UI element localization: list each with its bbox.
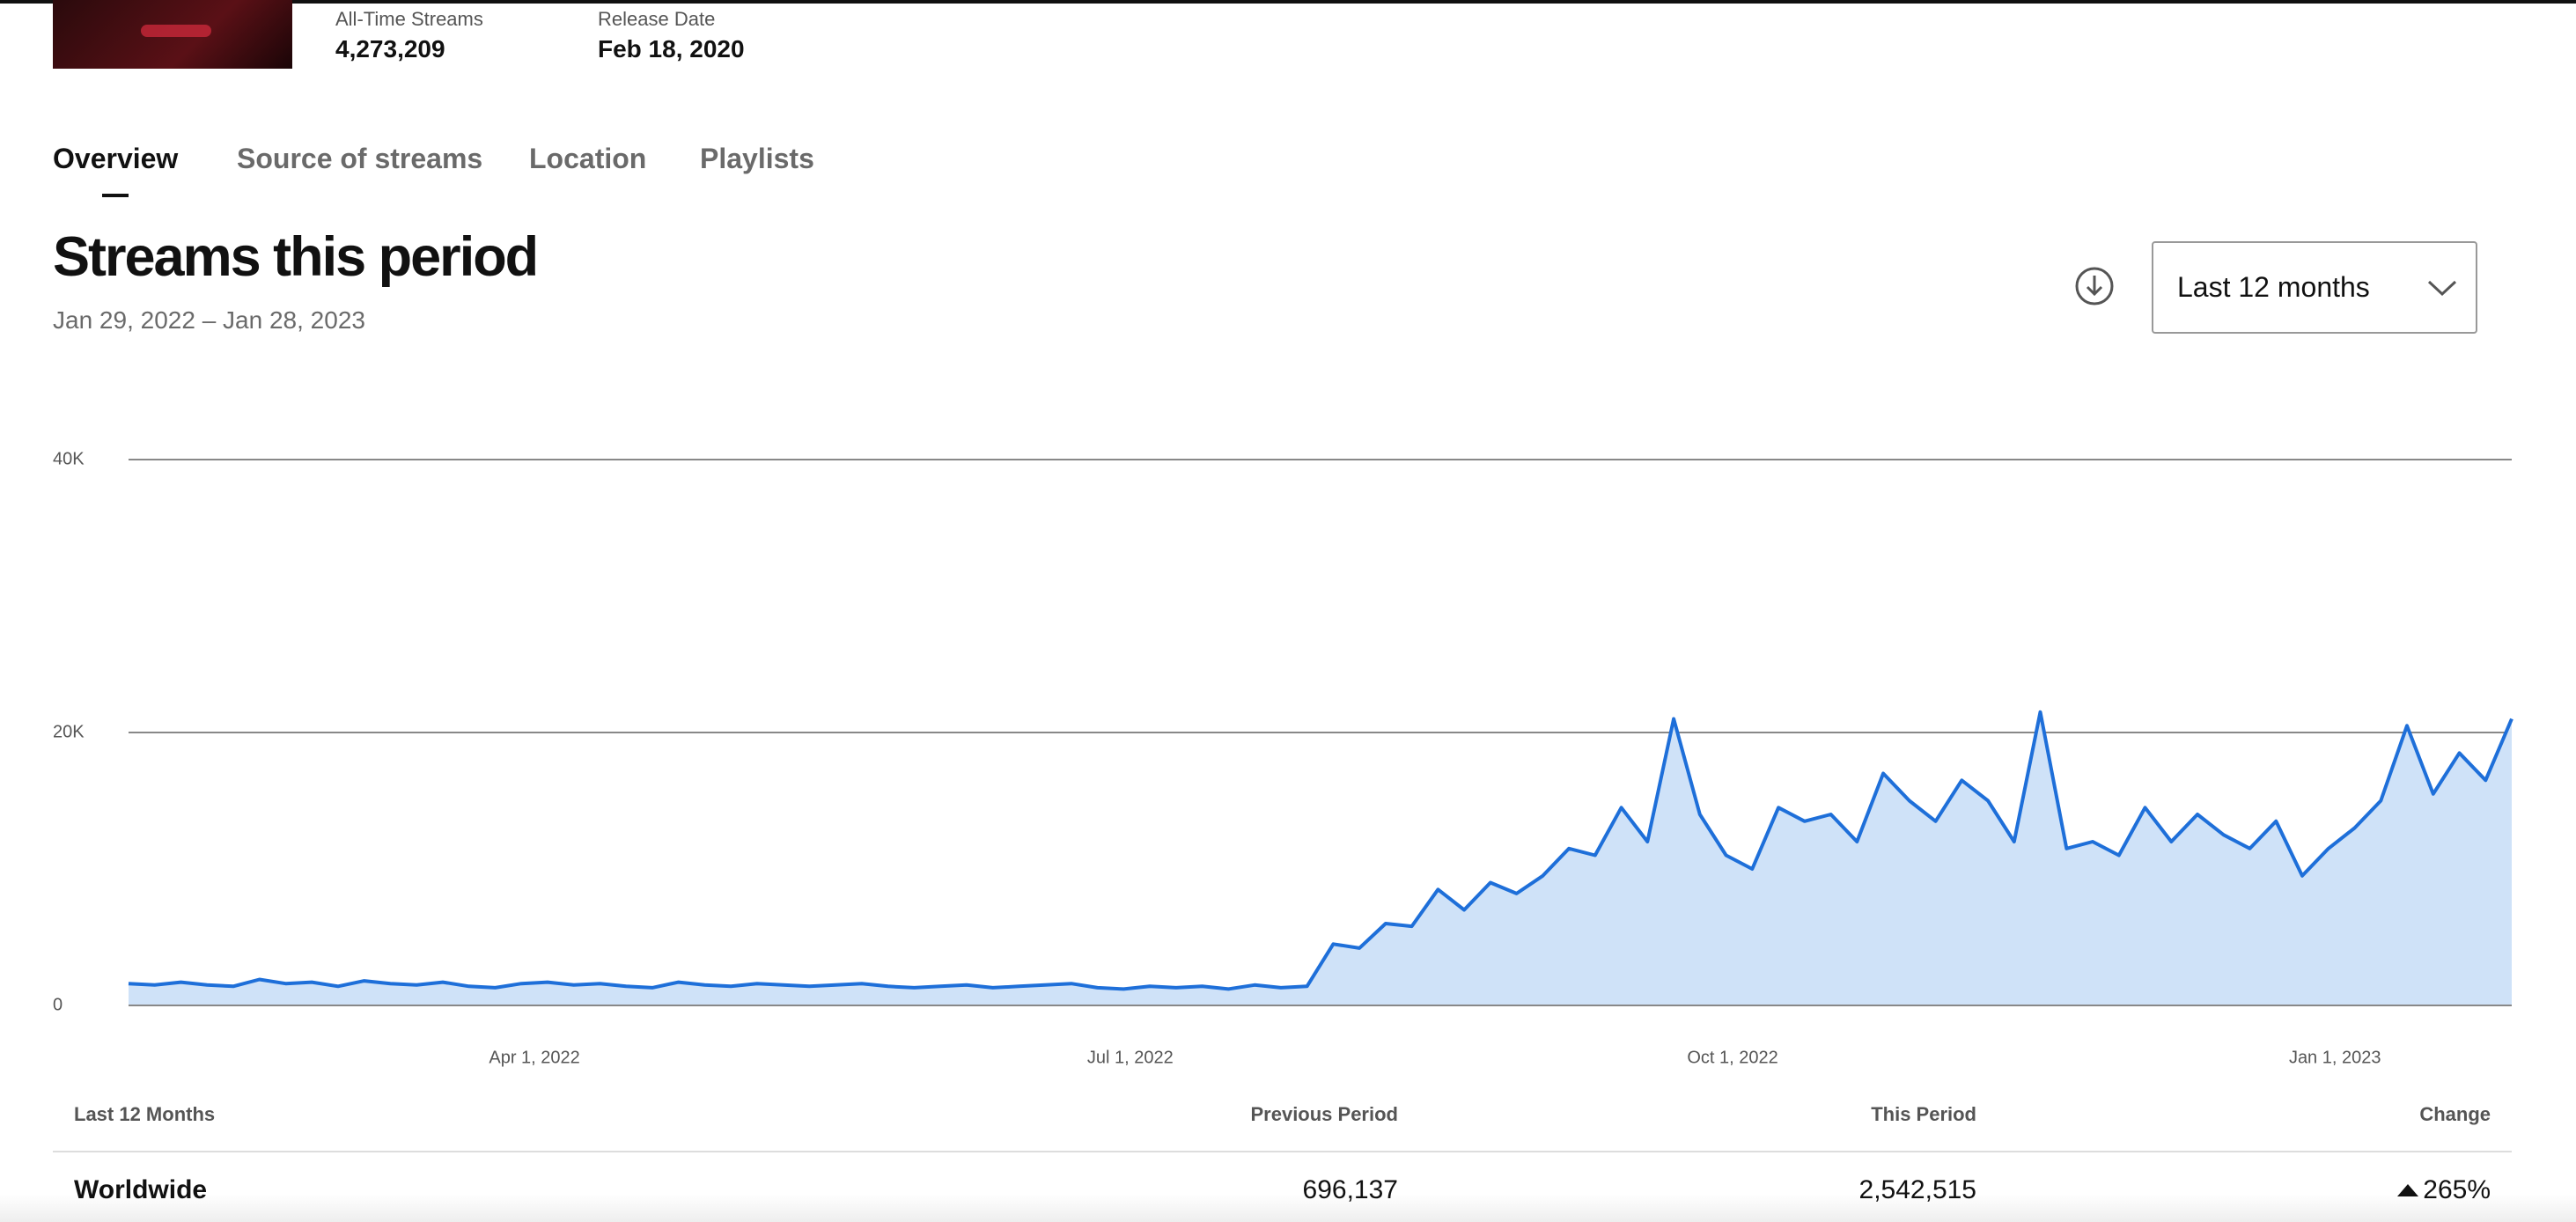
column-header: Change (2419, 1103, 2491, 1125)
tab[interactable]: Playlists (700, 143, 814, 174)
all-time-streams: 4,273,209 (335, 35, 445, 63)
release-date: Feb 18, 2020 (598, 35, 745, 63)
chart-subtitle: Jan 29, 2022 – Jan 28, 2023 (53, 306, 365, 334)
period-selector: Last 12 months (2177, 271, 2370, 303)
all-time-streams-label: All-Time Streams (335, 8, 483, 30)
x-tick-label: Jul 1, 2022 (1087, 1048, 1174, 1067)
y-tick-label: 0 (53, 995, 63, 1014)
tab[interactable]: Location (529, 143, 647, 174)
table-divider (53, 1151, 2512, 1152)
cell: 696,137 (1302, 1175, 1398, 1204)
chart-title: Streams this period (53, 226, 539, 288)
y-tick-label: 20K (53, 722, 85, 741)
cell: 265% (2423, 1175, 2491, 1204)
cell: 2,542,515 (1858, 1175, 1976, 1204)
column-header: This Period (1871, 1103, 1976, 1125)
column-header: Last 12 Months (74, 1103, 216, 1125)
up-arrow (2397, 1184, 2419, 1196)
album-art (53, 0, 292, 69)
release-date-label: Release Date (598, 8, 716, 30)
y-tick-label: 40K (53, 449, 85, 468)
x-tick-label: Apr 1, 2022 (489, 1048, 579, 1067)
tab[interactable]: Overview (53, 143, 179, 174)
x-tick-label: Oct 1, 2022 (1687, 1048, 1777, 1067)
line (128, 710, 2513, 991)
x-tick-label: Jan 1, 2023 (2289, 1048, 2381, 1067)
download-button[interactable] (2074, 266, 2115, 306)
tab-underline (102, 194, 129, 197)
tab[interactable]: Source of streams (237, 143, 483, 174)
area (129, 711, 2512, 1005)
top-border (0, 0, 2576, 4)
chevron (2427, 280, 2457, 297)
row-background (0, 1152, 2576, 1222)
period-dropdown[interactable]: Last 12 months (2152, 241, 2477, 334)
chart: 0 20K 40K Apr 1, 2022 Jul 1, 2022 Oct 1, 2022… (53, 449, 2513, 1067)
change-cell: 265% (2396, 1175, 2491, 1205)
row-label: Worldwide (74, 1175, 208, 1204)
column-header: Previous Period (1250, 1103, 1398, 1125)
